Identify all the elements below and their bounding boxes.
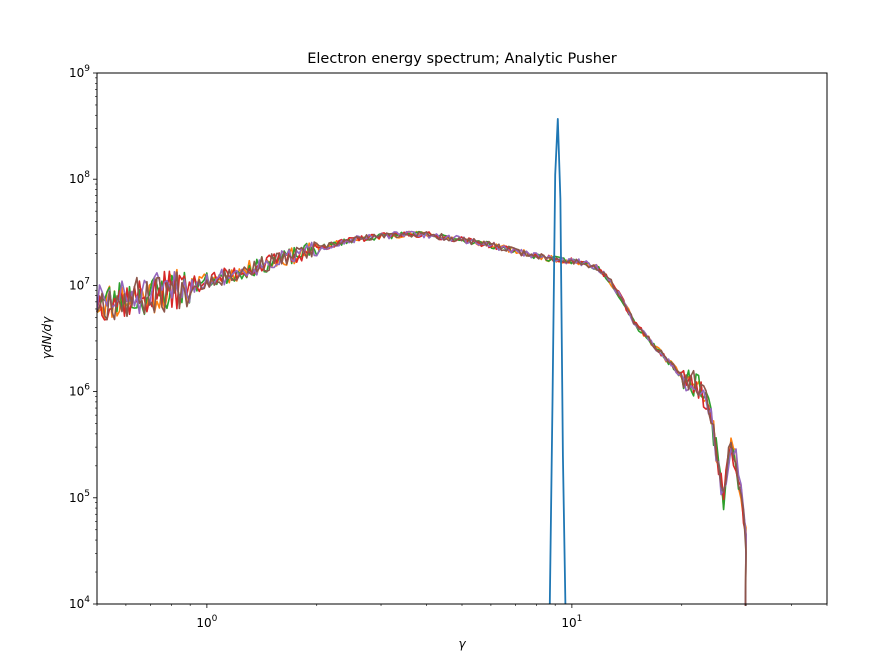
spectrum-series-line bbox=[96, 231, 747, 607]
y-tick-label: 109 bbox=[69, 64, 90, 80]
y-axis-label: γdN/dγ bbox=[40, 316, 54, 359]
y-tick-label: 105 bbox=[69, 489, 90, 505]
plot-area bbox=[96, 72, 828, 607]
y-tick-label: 106 bbox=[69, 383, 90, 399]
x-tick-label: 101 bbox=[561, 614, 582, 630]
series-layer bbox=[96, 118, 747, 607]
x-tick-label: 100 bbox=[196, 614, 217, 630]
y-tick-label: 107 bbox=[69, 276, 90, 292]
y-tick-label: 108 bbox=[69, 170, 90, 186]
x-axis-ticks: 100 101 bbox=[96, 604, 828, 630]
y-axis-ticks: 104 105 106 107 108 109 bbox=[69, 64, 97, 611]
initial-peak-line bbox=[548, 118, 567, 605]
chart-title: Electron energy spectrum; Analytic Pushe… bbox=[307, 51, 617, 67]
y-tick-label: 104 bbox=[69, 595, 90, 611]
x-axis-label: γ bbox=[458, 637, 466, 651]
axes-background bbox=[97, 73, 827, 604]
